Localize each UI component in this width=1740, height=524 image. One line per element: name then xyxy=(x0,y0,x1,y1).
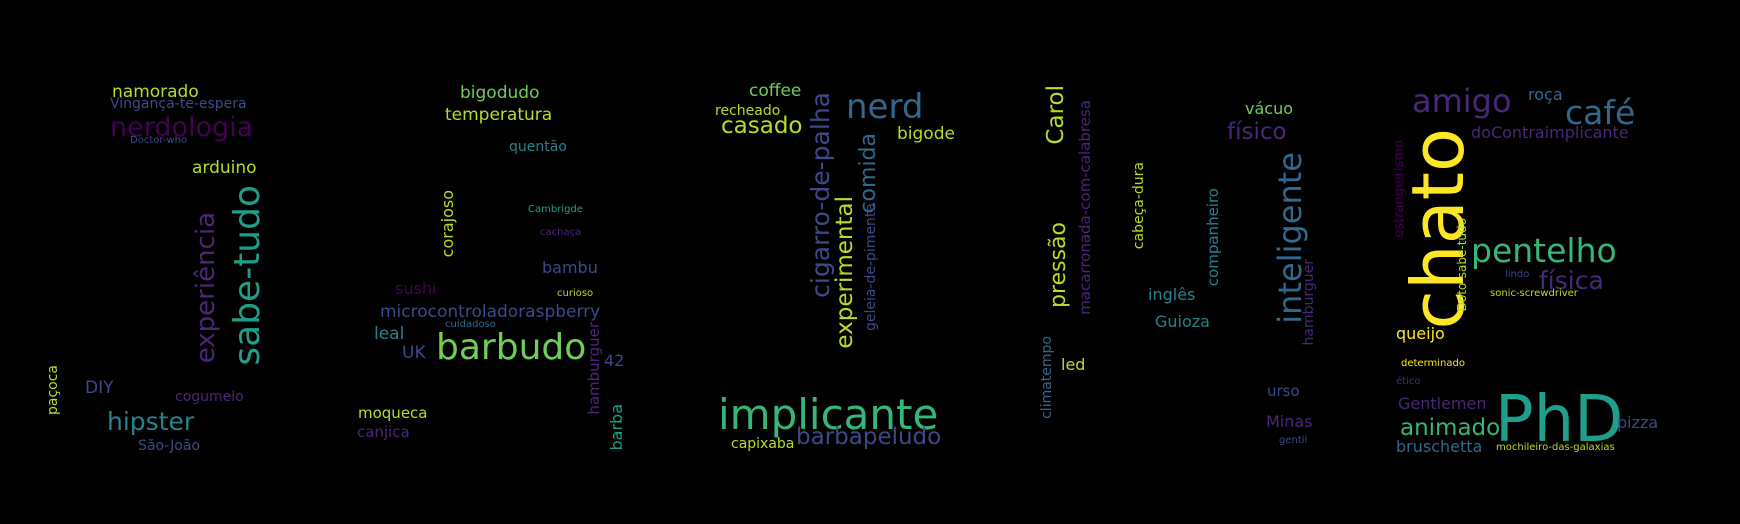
word-geleia-de-pimenta: geleia-de-pimenta xyxy=(863,203,879,332)
word-guioza: Guioza xyxy=(1155,312,1210,331)
word-ingles: inglês xyxy=(1148,285,1196,304)
word-animado: animado xyxy=(1400,415,1501,441)
word-sushi: sushi xyxy=(395,279,437,298)
word-mochileiro-das-galaxias: mochileiro-das-galaxias xyxy=(1496,442,1615,453)
word-pizza: pizza xyxy=(1617,413,1659,432)
word-vinganca-te-espera: Vingança-te-espera xyxy=(110,96,247,112)
word-arduino: arduino xyxy=(192,158,257,178)
word-nerd: nerd xyxy=(846,87,924,127)
word-cogumelo: cogumelo xyxy=(175,389,244,405)
word-phd: PhD xyxy=(1495,383,1624,457)
word-cafe: café xyxy=(1565,93,1636,132)
word-quentao: quentão xyxy=(509,139,567,155)
word-comida: comida xyxy=(856,133,881,214)
word-cuidadoso: cuidadoso xyxy=(445,319,496,330)
word-pentelho: pentelho xyxy=(1471,231,1617,270)
word-vacuo: vácuo xyxy=(1245,99,1293,118)
word-bruschetta: bruschetta xyxy=(1396,437,1483,456)
word-coffee: coffee xyxy=(749,81,802,101)
word-fisica: física xyxy=(1539,266,1604,295)
word-namorado: namorado xyxy=(112,82,199,102)
word-etico: ético xyxy=(1396,376,1421,387)
word-bigodudo: bigodudo xyxy=(460,83,540,103)
word-minas: Minas xyxy=(1266,412,1313,431)
word-implicante: implicante xyxy=(718,390,939,439)
word-curioso: curioso xyxy=(557,288,594,299)
word-capixaba: capixaba xyxy=(731,436,795,452)
word-gentlemen: Gentlemen xyxy=(1398,394,1487,413)
word-nerdologia: nerdologia xyxy=(110,112,254,143)
word-determinado: determinado xyxy=(1401,358,1465,369)
word-casado: casado xyxy=(721,113,803,139)
word-fisico: físico xyxy=(1227,119,1287,145)
word-uk: UK xyxy=(402,343,426,363)
word-diy: DIY xyxy=(85,378,114,398)
word-companheiro: companheiro xyxy=(1204,188,1222,287)
word-macarronada-com-calabresa: macarronada-com-calabresa xyxy=(1076,100,1094,315)
word-microcontroladoraspberry: microcontroladoraspberry xyxy=(380,302,601,322)
word-experiencia: experiência xyxy=(191,212,221,364)
word-experimental: experimental xyxy=(832,196,858,349)
word-sao-joao: São-João xyxy=(138,438,200,454)
word-doctor-who: Doctor-who xyxy=(130,135,188,146)
word-corajoso: corajoso xyxy=(438,190,457,258)
word-moqueca: moqueca xyxy=(358,404,428,422)
word-hamburguer-1: hamburguer xyxy=(585,322,603,415)
word-queijo: queijo xyxy=(1396,324,1445,343)
word-canjica: canjica xyxy=(357,423,410,441)
word-hipster: hipster xyxy=(107,407,195,436)
word-lindo: lindo xyxy=(1505,269,1530,280)
word-hamburguer-2: hamburguer xyxy=(1301,259,1317,346)
word-cambrigde: Cambrigde xyxy=(528,204,583,215)
word-cachaca: cachaça xyxy=(540,227,582,238)
word-cigarro-de-palha: cigarro-de-palha xyxy=(806,92,835,298)
word-bambu: bambu xyxy=(542,258,598,277)
word-climatempo: climatempo xyxy=(1039,336,1055,419)
word-gentil: gentil xyxy=(1279,435,1308,446)
word-urso: urso xyxy=(1267,382,1300,400)
word-docontraimplicante: doContraimplicante xyxy=(1471,123,1629,142)
word-barbudo: barbudo xyxy=(436,327,587,368)
word-bigode: bigode xyxy=(897,124,955,144)
word-sonic-screwdriver: sonic-screwdriver xyxy=(1490,288,1578,299)
word-led: led xyxy=(1061,355,1086,374)
word-sabe-tudo: sabe-tudo xyxy=(227,185,268,366)
word-42: 42 xyxy=(604,351,625,370)
word-carol: Carol xyxy=(1043,85,1069,145)
word-roca: roça xyxy=(1528,85,1563,104)
word-recheado: recheado xyxy=(715,103,781,119)
word-temperatura: temperatura xyxy=(445,105,553,125)
word-pacoca: paçoca xyxy=(45,365,61,416)
word-barba: barba xyxy=(607,404,626,451)
word-doto-sabe-tudo: Doto-sabe-tudo xyxy=(1455,218,1469,312)
word-pressao: pressão xyxy=(1046,222,1071,308)
word-leal: leal xyxy=(374,324,405,344)
word-cabeca-dura: cabeça-dura xyxy=(1131,162,1147,250)
word-amigo: amigo xyxy=(1412,82,1512,120)
word-barbapeludo: barbapeludo xyxy=(796,424,942,450)
